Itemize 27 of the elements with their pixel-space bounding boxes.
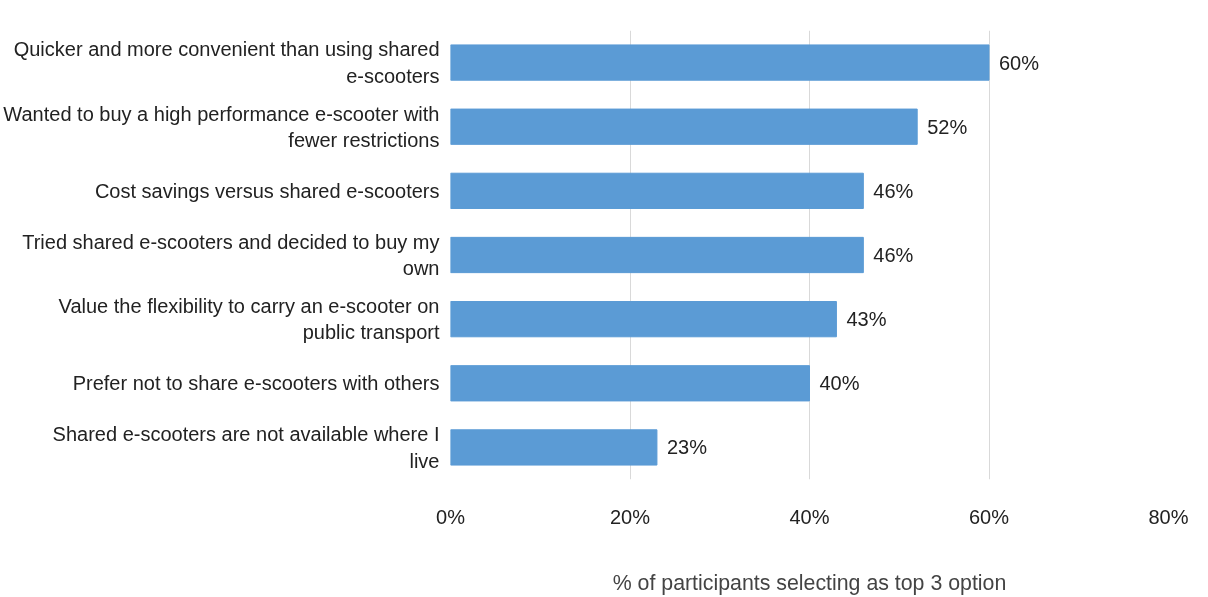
x-axis-title: % of participants selecting as top 3 option: [612, 570, 1007, 595]
data-label: 40%: [819, 372, 860, 395]
data-label: 43%: [846, 308, 887, 331]
y-tick-label: Tried shared e-scooters and decided to buy my own: [22, 230, 440, 280]
y-tick-label: Value the flexibility to carry an e-scooter on public transport: [58, 294, 440, 344]
y-tick-label: Wanted to buy a high performance e-scooter with fewer restrictions: [3, 102, 440, 151]
y-tick-label: Quicker and more convenient than using shared e-scooters: [13, 38, 440, 87]
bar: [450, 365, 810, 402]
bar: [450, 172, 864, 209]
bar: [450, 108, 918, 145]
x-tick-label: 0%: [436, 505, 466, 528]
bar: [450, 236, 864, 274]
y-tick-label: Shared e-scooters are not available where I live: [52, 423, 440, 472]
bar: [450, 44, 990, 81]
bar: [450, 429, 658, 466]
data-label: 46%: [873, 179, 914, 202]
bar: [450, 301, 837, 338]
x-tick-label: 80%: [1148, 505, 1189, 528]
data-label: 23%: [666, 436, 708, 459]
x-tick-label: 60%: [968, 505, 1010, 528]
data-label: 46%: [873, 244, 914, 266]
data-label: 60%: [999, 51, 1040, 74]
y-tick-label: Prefer not to share e-scooters with others: [72, 372, 440, 395]
y-tick-label: Cost savings versus shared e-scooters: [94, 179, 440, 202]
x-tick-label: 40%: [789, 505, 830, 528]
x-tick-label: 20%: [609, 505, 651, 528]
data-label: 52%: [927, 115, 968, 138]
